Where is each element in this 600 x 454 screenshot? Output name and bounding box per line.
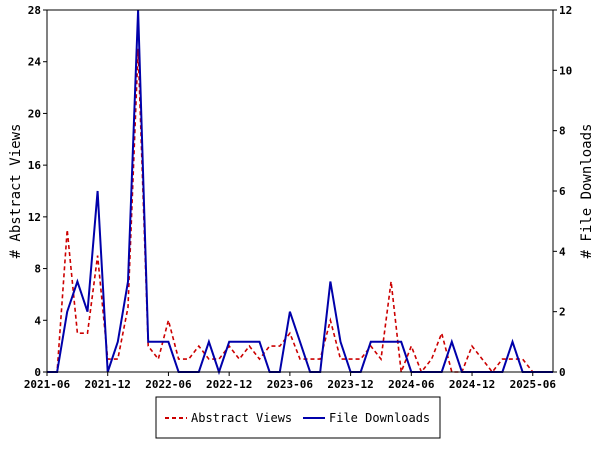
y-right-tick-label: 2 <box>559 306 566 319</box>
y-left-tick-label: 24 <box>28 56 42 69</box>
y-right-tick-label: 0 <box>559 366 566 379</box>
series-line-file-downloads <box>47 9 553 376</box>
left-axis: 0 4 8 12 16 20 24 28 <box>28 4 47 379</box>
y-left-tick-label: 16 <box>28 159 42 172</box>
x-tick-label: 2021-12 <box>85 378 131 391</box>
legend-label-file-downloads: File Downloads <box>329 411 430 425</box>
series-line-abstract-views <box>47 48 553 374</box>
y-left-tick-label: 20 <box>28 107 41 120</box>
y-left-tick-label: 12 <box>28 211 41 224</box>
plot-lines <box>47 9 553 376</box>
x-tick-label: 2025-06 <box>510 378 557 391</box>
y-left-tick-label: 4 <box>34 314 41 327</box>
y-right-tick-label: 4 <box>559 245 566 258</box>
x-tick-label: 2022-06 <box>145 378 192 391</box>
y-right-tick-label: 8 <box>559 125 566 138</box>
x-tick-label: 2024-12 <box>449 378 495 391</box>
bottom-axis: 2021-06 2021-12 2022-06 2022-12 2023-06 2023-… <box>24 372 556 391</box>
right-axis: 0 2 4 6 8 10 12 <box>553 4 572 379</box>
y-left-axis-title: # Abstract Views <box>8 124 24 259</box>
y-left-tick-label: 0 <box>34 366 41 379</box>
x-tick-label: 2022-12 <box>206 378 252 391</box>
y-left-tick-label: 28 <box>28 4 41 17</box>
x-tick-label: 2021-06 <box>24 378 71 391</box>
plot-frame <box>46 9 554 373</box>
y-right-tick-label: 6 <box>559 185 566 198</box>
legend-box <box>155 396 441 439</box>
legend: Abstract Views File Downloads <box>155 396 441 439</box>
x-tick-label: 2024-06 <box>388 378 435 391</box>
y-right-tick-label: 12 <box>559 4 572 17</box>
x-tick-label: 2023-06 <box>267 378 314 391</box>
y-right-axis-title: # File Downloads <box>579 124 595 259</box>
y-left-tick-label: 8 <box>34 263 41 276</box>
legend-label-abstract-views: Abstract Views <box>191 411 292 425</box>
y-right-tick-label: 10 <box>559 64 572 77</box>
x-tick-label: 2023-12 <box>327 378 373 391</box>
